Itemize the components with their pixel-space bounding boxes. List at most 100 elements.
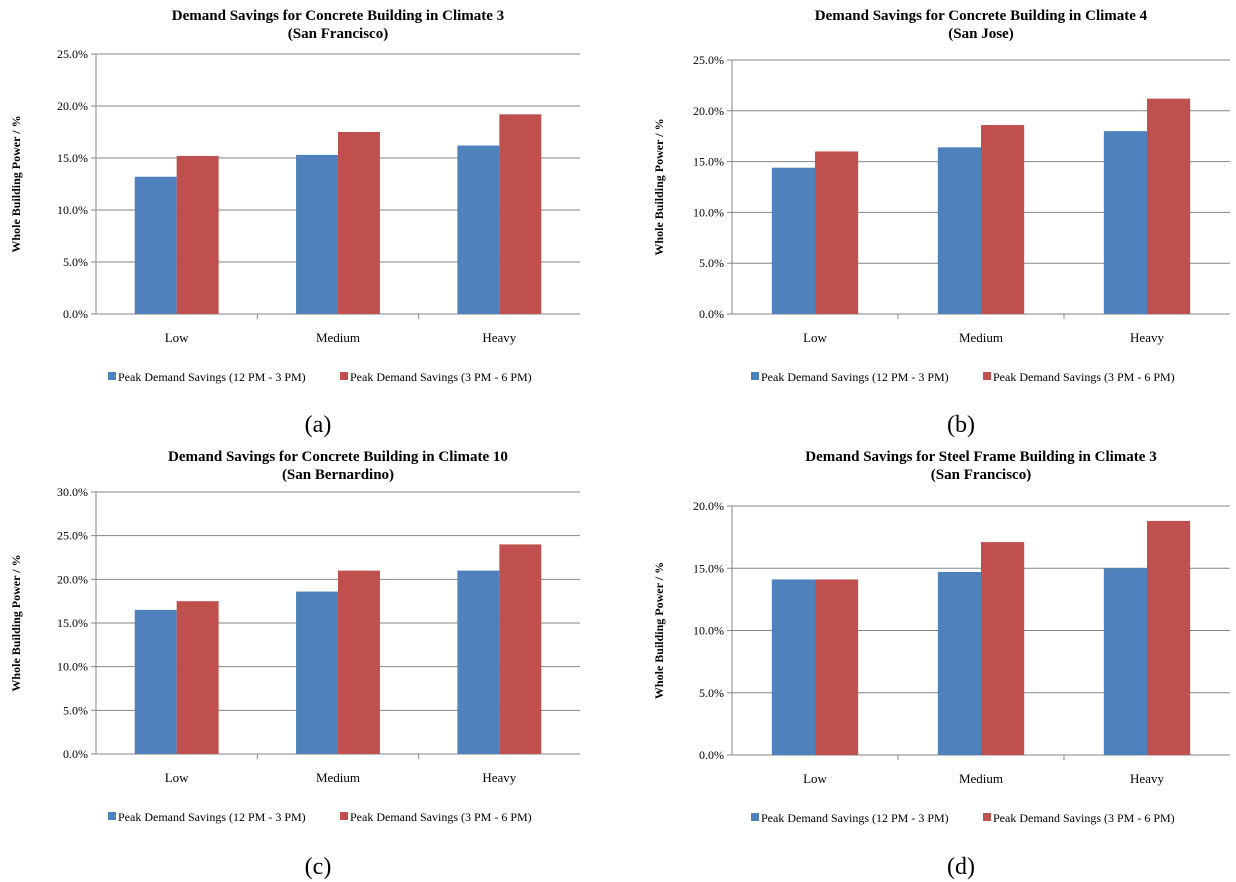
panel-caption: (b) bbox=[947, 412, 975, 438]
legend-label: Peak Demand Savings (3 PM - 6 PM) bbox=[993, 811, 1175, 825]
chart-subtitle: (San Bernardino) bbox=[282, 467, 394, 483]
panel-caption: (a) bbox=[305, 412, 332, 438]
bar-late bbox=[338, 132, 380, 314]
bar-late bbox=[981, 125, 1025, 314]
y-tick-label: 0.0% bbox=[699, 307, 724, 321]
category-label: Medium bbox=[316, 330, 360, 345]
bar-early bbox=[771, 579, 815, 755]
bar-late bbox=[815, 579, 859, 755]
chart-a: Demand Savings for Concrete Building in … bbox=[9, 8, 580, 438]
y-tick-label: 10.0% bbox=[693, 624, 724, 638]
y-tick-label: 5.0% bbox=[63, 255, 88, 269]
chart-title: Demand Savings for Steel Frame Building … bbox=[805, 449, 1156, 465]
bar-early bbox=[134, 609, 177, 754]
legend-label: Peak Demand Savings (12 PM - 3 PM) bbox=[118, 810, 306, 824]
bar-early bbox=[937, 571, 981, 755]
bar-early bbox=[457, 145, 500, 314]
y-tick-label: 20.0% bbox=[693, 104, 724, 118]
bar-early bbox=[296, 591, 338, 754]
y-tick-label: 10.0% bbox=[693, 205, 724, 219]
category-label: Heavy bbox=[1130, 771, 1164, 786]
y-tick-label: 5.0% bbox=[699, 256, 724, 270]
bar-early bbox=[1103, 131, 1147, 314]
panel-caption: (d) bbox=[947, 854, 975, 880]
category-label: Heavy bbox=[1130, 330, 1164, 345]
category-label: Heavy bbox=[482, 770, 516, 785]
chart-subtitle: (San Jose) bbox=[948, 26, 1013, 42]
y-tick-label: 20.0% bbox=[57, 572, 88, 586]
y-tick-label: 5.0% bbox=[63, 703, 88, 717]
y-axis-label: Whole Building Power / % bbox=[9, 115, 23, 252]
y-tick-label: 15.0% bbox=[57, 151, 88, 165]
category-label: Medium bbox=[316, 770, 360, 785]
bar-early bbox=[771, 167, 815, 314]
legend-label: Peak Demand Savings (3 PM - 6 PM) bbox=[350, 810, 532, 824]
bar-late bbox=[1147, 520, 1191, 755]
legend-swatch bbox=[108, 812, 116, 820]
bar-late bbox=[338, 570, 380, 754]
y-tick-label: 10.0% bbox=[57, 660, 88, 674]
y-axis-label: Whole Building Power / % bbox=[652, 562, 666, 699]
panel-caption: (c) bbox=[305, 854, 332, 880]
y-tick-label: 0.0% bbox=[63, 747, 88, 761]
y-axis-label: Whole Building Power / % bbox=[9, 554, 23, 691]
category-label: Heavy bbox=[482, 330, 516, 345]
bar-late bbox=[815, 151, 859, 314]
y-axis-label: Whole Building Power / % bbox=[652, 118, 666, 255]
bar-late bbox=[981, 542, 1025, 755]
bar-early bbox=[134, 176, 177, 314]
y-tick-label: 25.0% bbox=[57, 47, 88, 61]
bar-early bbox=[296, 154, 338, 314]
y-tick-label: 0.0% bbox=[699, 748, 724, 762]
category-label: Medium bbox=[959, 771, 1003, 786]
chart-title: Demand Savings for Concrete Building in … bbox=[172, 8, 504, 24]
legend-swatch bbox=[983, 813, 991, 821]
legend-label: Peak Demand Savings (12 PM - 3 PM) bbox=[118, 370, 306, 384]
legend-label: Peak Demand Savings (3 PM - 6 PM) bbox=[350, 370, 532, 384]
category-label: Low bbox=[803, 771, 827, 786]
bar-late bbox=[499, 114, 542, 314]
category-label: Low bbox=[165, 330, 189, 345]
legend-swatch bbox=[108, 372, 116, 380]
y-tick-label: 20.0% bbox=[57, 99, 88, 113]
chart-title: Demand Savings for Concrete Building in … bbox=[168, 449, 508, 465]
chart-panel-d: Demand Savings for Steel Frame Building … bbox=[636, 441, 1236, 882]
legend-swatch bbox=[340, 372, 348, 380]
category-label: Low bbox=[803, 330, 827, 345]
chart-title: Demand Savings for Concrete Building in … bbox=[815, 8, 1148, 24]
category-label: Medium bbox=[959, 330, 1003, 345]
y-tick-label: 15.0% bbox=[693, 561, 724, 575]
y-tick-label: 5.0% bbox=[699, 686, 724, 700]
y-tick-label: 25.0% bbox=[57, 529, 88, 543]
chart-panel-a: Demand Savings for Concrete Building in … bbox=[0, 0, 600, 441]
legend-swatch bbox=[751, 372, 759, 380]
legend-swatch bbox=[751, 813, 759, 821]
chart-panel-c: Demand Savings for Concrete Building in … bbox=[0, 441, 600, 882]
bar-early bbox=[937, 147, 981, 314]
y-tick-label: 10.0% bbox=[57, 203, 88, 217]
bar-late bbox=[176, 601, 219, 754]
legend-label: Peak Demand Savings (12 PM - 3 PM) bbox=[761, 811, 949, 825]
bar-early bbox=[1103, 568, 1147, 755]
bar-early bbox=[457, 570, 500, 754]
chart-b: Demand Savings for Concrete Building in … bbox=[652, 8, 1230, 438]
chart-d: Demand Savings for Steel Frame Building … bbox=[652, 449, 1230, 880]
y-tick-label: 15.0% bbox=[57, 616, 88, 630]
chart-subtitle: (San Francisco) bbox=[288, 26, 388, 42]
y-tick-label: 30.0% bbox=[57, 485, 88, 499]
y-tick-label: 15.0% bbox=[693, 155, 724, 169]
legend-swatch bbox=[340, 812, 348, 820]
y-tick-label: 20.0% bbox=[693, 499, 724, 513]
bar-late bbox=[499, 544, 542, 754]
chart-c: Demand Savings for Concrete Building in … bbox=[9, 449, 580, 880]
category-label: Low bbox=[165, 770, 189, 785]
y-tick-label: 0.0% bbox=[63, 307, 88, 321]
chart-panel-b: Demand Savings for Concrete Building in … bbox=[636, 0, 1236, 441]
bar-late bbox=[176, 155, 219, 314]
legend-label: Peak Demand Savings (12 PM - 3 PM) bbox=[761, 370, 949, 384]
legend-swatch bbox=[983, 372, 991, 380]
bar-late bbox=[1147, 98, 1191, 314]
y-tick-label: 25.0% bbox=[693, 53, 724, 67]
legend-label: Peak Demand Savings (3 PM - 6 PM) bbox=[993, 370, 1175, 384]
chart-subtitle: (San Francisco) bbox=[931, 467, 1031, 483]
